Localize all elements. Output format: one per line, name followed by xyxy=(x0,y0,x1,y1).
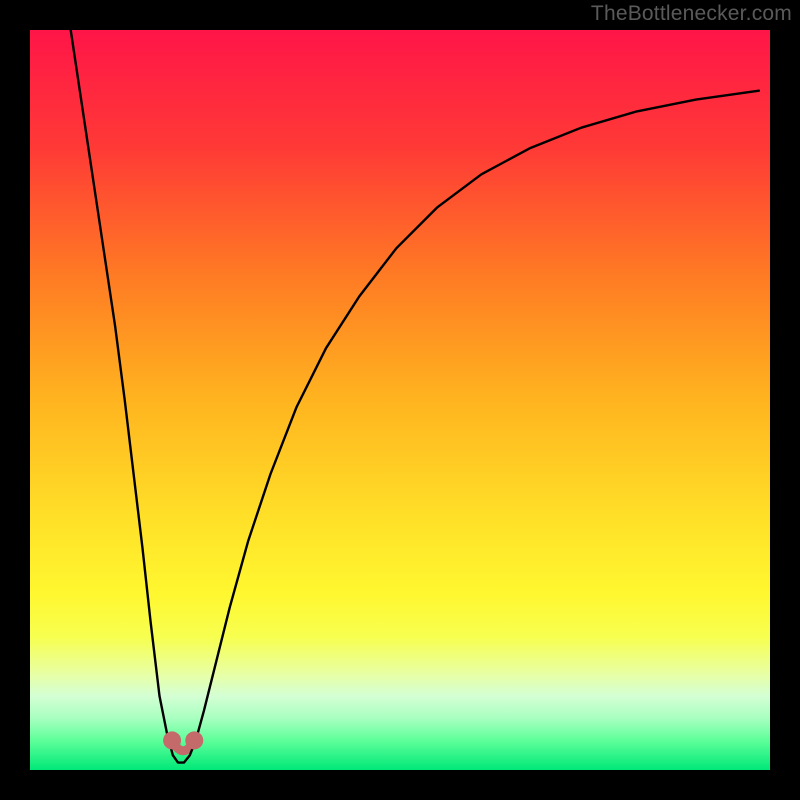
dip-marker xyxy=(185,731,203,749)
watermark-text: TheBottlenecker.com xyxy=(591,2,792,26)
plot-background xyxy=(30,30,770,770)
plot-svg xyxy=(30,30,770,770)
chart-container: TheBottlenecker.com xyxy=(0,0,800,800)
dip-marker xyxy=(163,731,181,749)
plot-area xyxy=(30,30,770,770)
